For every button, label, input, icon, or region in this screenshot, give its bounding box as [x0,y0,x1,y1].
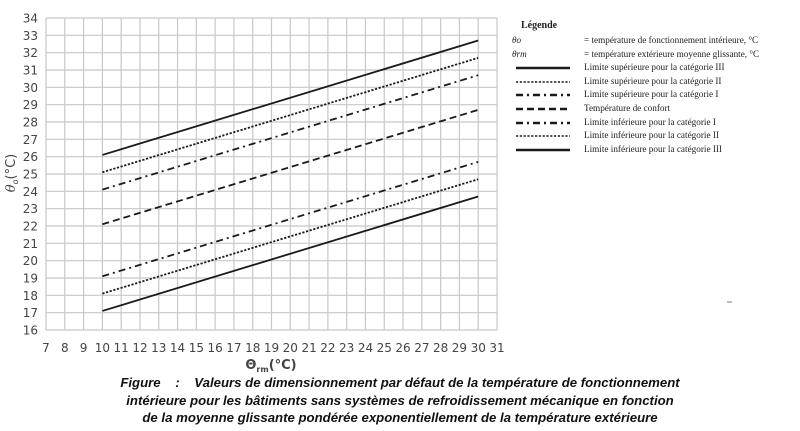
y-tick-label: 34 [23,12,38,26]
legend-title: Légende [521,20,558,31]
x-tick-label: 8 [61,341,69,355]
legend-line-swatch [516,66,570,70]
y-tick-label: 27 [23,133,38,147]
series-line [102,161,479,278]
x-tick-label: 29 [452,341,467,355]
x-tick-label: 17 [226,341,241,355]
x-tick-label: 24 [358,341,373,355]
y-tick-label: 26 [23,150,38,164]
y-axis-label: θo(°C) [4,154,20,192]
legend-line-swatch [516,135,570,137]
chart-grid [45,17,498,331]
y-tick-label: 21 [23,237,38,251]
x-axis-ticks: 7 8 9 10 11 12 13 14 15 16 17 18 19 20 21 22 23 24 25 26 27 2… [42,341,504,355]
x-axis-label: Θrm(°C) [245,358,296,372]
legend-entry-label: Température de confort [584,102,671,113]
x-tick-label: 11 [114,341,129,355]
legend-line-swatch [516,148,570,151]
svg-text:θo(°C): θo(°C) [4,154,20,192]
legend-entry-label: Limite supérieure pour la catégorie II [584,75,722,86]
x-tick-label: 15 [189,341,204,355]
legend-entry: Limite supérieure pour la catégorie III [508,61,800,75]
chart-series [102,39,479,312]
y-tick-label: 17 [23,306,38,320]
y-tick-label: 31 [23,64,38,78]
x-tick-label: 30 [471,341,486,355]
legend-symbol: θrm [512,48,527,59]
legend-entry-label: Limite supérieure pour la catégorie III [584,62,725,73]
series-line [102,178,479,295]
y-tick-label: 33 [23,29,38,43]
x-tick-label: 22 [320,341,335,355]
x-tick-label: 16 [207,341,222,355]
legend-entry: Limite inférieure pour la catégorie II [508,129,800,143]
legend-entry: Limite supérieure pour la catégorie I [508,88,800,102]
x-tick-label: 20 [283,341,298,355]
legend-description: = température extérieure moyenne glissan… [584,48,760,59]
legend-line-entries: Limite supérieure pour la catégorie III L… [508,61,800,156]
y-tick-label: 16 [23,324,38,338]
x-tick-label: 9 [80,341,88,355]
y-tick-label: 23 [23,202,38,216]
x-tick-label: 14 [170,341,185,355]
legend-description: = température de fonctionnement intérieu… [584,35,759,45]
chart-legend: Légende θo = température de fonctionneme… [508,20,800,156]
y-tick-label: 32 [23,46,38,60]
x-tick-label: 7 [42,341,50,355]
legend-symbol-row: θrm = température extérieure moyenne gli… [508,48,800,62]
x-tick-label: 19 [264,341,279,355]
x-tick-label: 27 [414,341,429,355]
y-tick-label: 30 [23,81,38,95]
legend-entry: Limite inférieure pour la catégorie I [508,116,800,130]
y-tick-label: 24 [23,185,38,199]
series-line [102,57,479,174]
y-tick-label: 25 [23,168,38,182]
caption-line-3: de la moyenne glissante pondérée exponen… [142,410,658,425]
legend-line-swatch [516,107,570,111]
legend-entry-label: Limite inférieure pour la catégorie II [584,130,719,141]
y-tick-label: 28 [23,116,38,130]
legend-entry-label: Limite inférieure pour la catégorie I [584,116,716,127]
legend-line-swatch [516,121,570,124]
caption-line-1: Figure : Valeurs de dimensionnement par … [120,375,680,390]
x-tick-label: 25 [377,341,392,355]
y-axis-ticks: 16 17 18 19 20 21 22 23 24 25 26 27 28 29 30 31 32 33 34 [23,12,38,338]
y-tick-label: 22 [23,220,38,234]
x-tick-label: 28 [433,341,448,355]
caption-line-2: intérieure pour les bâtiments sans systè… [126,392,674,408]
legend-entry-label: Limite supérieure pour la catégorie I [584,89,719,100]
x-tick-label: 18 [245,341,260,355]
x-tick-label: 13 [151,341,166,355]
legend-entry-label: Limite inférieure pour la catégorie III [584,143,722,154]
legend-entry: Température de confort [508,102,800,116]
svg-text:Θrm(°C): Θrm(°C) [245,358,296,372]
x-tick-label: 12 [132,341,147,355]
legend-entry: Limite supérieure pour la catégorie II [508,75,800,89]
legend-line-swatch [516,94,570,97]
y-tick-label: 18 [23,289,38,303]
y-tick-label: 19 [23,272,38,286]
series-line [102,74,479,191]
y-tick-label: 29 [23,98,38,112]
figure-caption: Figure : Valeurs de dimensionnement par … [0,374,800,427]
series-line [102,195,479,312]
x-tick-label: 23 [339,341,354,355]
legend-entry: Limite inférieure pour la catégorie III [508,143,800,157]
x-tick-label: 31 [489,341,504,355]
scan-artifact [727,301,732,303]
x-tick-label: 21 [301,341,316,355]
legend-symbol: θo [512,35,522,45]
x-tick-label: 10 [95,341,110,355]
legend-symbol-row: θo = température de fonctionnement intér… [508,34,800,48]
series-line [102,39,479,156]
x-tick-label: 26 [395,341,410,355]
legend-line-swatch [516,80,570,83]
y-tick-label: 20 [23,254,38,268]
